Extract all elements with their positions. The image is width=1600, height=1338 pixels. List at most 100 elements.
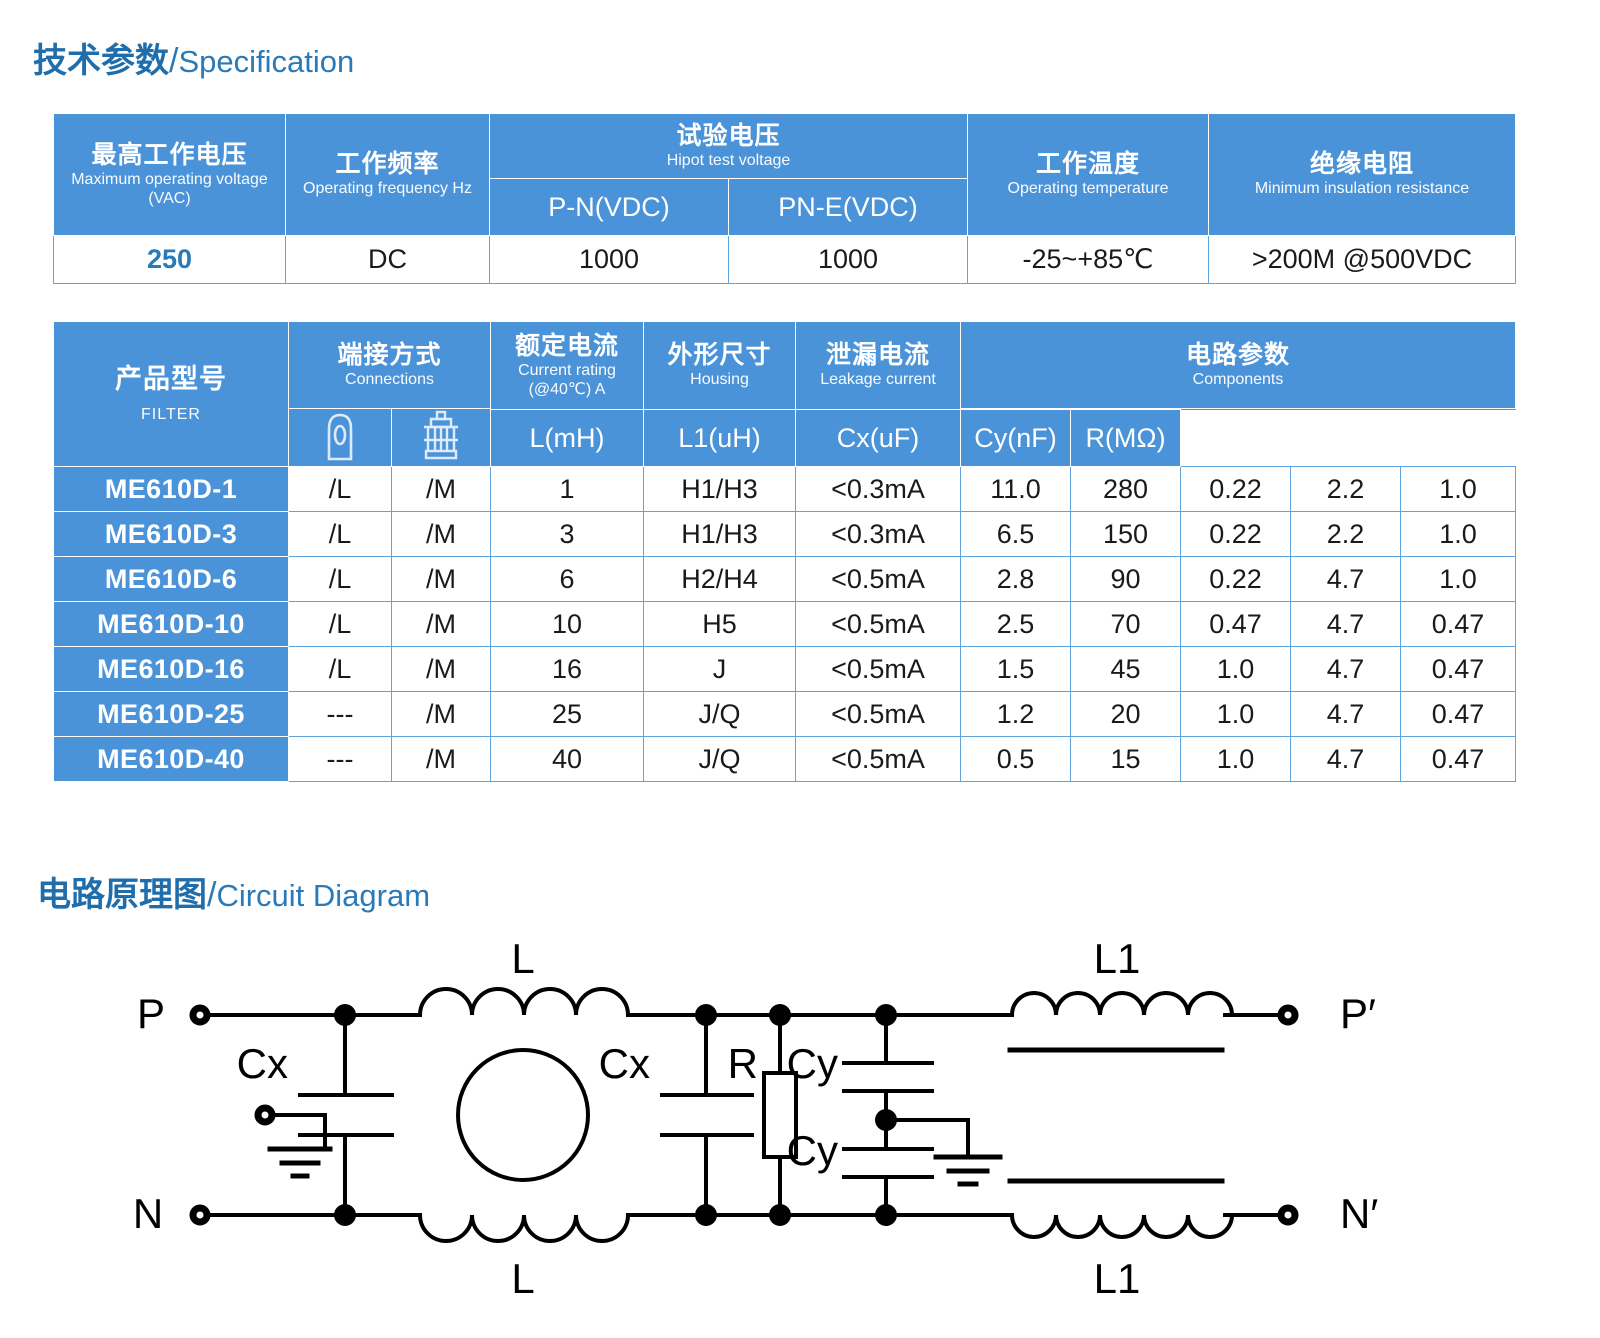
cell-current: 1	[490, 466, 645, 512]
cell-cy: 2.2	[1290, 511, 1402, 557]
table-row: ME610D-1/L/M 1 H1/H3 <0.3mA 11.0 280 0.22 2.2 1.…	[53, 466, 1517, 512]
cell-l: 1.5	[960, 646, 1072, 692]
resistor-body	[762, 1071, 798, 1159]
inductor-coil-l1-top	[1003, 991, 1235, 1017]
cell-conn2: /M	[390, 646, 492, 692]
label-inductor-bottom: L1	[1094, 1255, 1141, 1302]
label-choke-top: L	[511, 935, 534, 982]
circuit-title-separator: /	[207, 876, 217, 914]
cell-r: 1.0	[1400, 511, 1517, 557]
cell-l1: 15	[1070, 736, 1182, 782]
header-max-voltage-en: Maximum operating voltage (VAC)	[71, 170, 268, 207]
cell-conn1: ---	[288, 691, 392, 737]
value-hipot-pn: 1000	[489, 235, 729, 284]
header-cy: Cy(nF)	[960, 409, 1072, 467]
circuit-diagram: P N P′ N′ L L L1 L1 Cx Cx R Cy Cy	[133, 935, 1379, 1302]
spec-header-row-1: 最高工作电压 Maximum operating voltage (VAC) 工…	[53, 113, 1516, 236]
header-frequency-en: Operating frequency Hz	[303, 180, 472, 198]
cell-current: 6	[490, 556, 645, 602]
circuit-section-title: 电路原理图/Circuit Diagram	[37, 867, 430, 916]
cell-conn2: /M	[390, 691, 492, 737]
header-frequency: 工作频率 Operating frequency Hz	[285, 113, 490, 236]
cell-leakage: <0.5mA	[795, 646, 962, 692]
cell-cx: 0.22	[1180, 511, 1292, 557]
header-cx: Cx(uF)	[795, 409, 962, 467]
cell-l1: 280	[1070, 466, 1182, 512]
cell-model: ME610D-1	[53, 466, 289, 512]
cell-housing: H1/H3	[643, 466, 797, 512]
filter-table-body: ME610D-1/L/M 1 H1/H3 <0.3mA 11.0 280 0.22 2.2 1.…	[53, 466, 1517, 782]
cell-cx: 0.47	[1180, 601, 1292, 647]
cell-housing: J	[643, 646, 797, 692]
specification-section-title: 技术参数/Specification	[33, 33, 354, 82]
cell-l: 6.5	[960, 511, 1072, 557]
cell-r: 1.0	[1400, 466, 1517, 512]
cell-current: 25	[490, 691, 645, 737]
terminal-input-n	[189, 1204, 211, 1226]
header-leakage-en: Leakage current	[820, 371, 936, 389]
choke-coil-top	[343, 987, 702, 1017]
value-max-voltage: 250	[53, 235, 286, 284]
header-housing: 外形尺寸 Housing	[643, 321, 797, 410]
header-insulation: 绝缘电阻 Minimum insulation resistance	[1208, 113, 1516, 236]
cell-leakage: <0.3mA	[795, 511, 962, 557]
cell-model: ME610D-25	[53, 691, 289, 737]
value-frequency: DC	[285, 235, 490, 284]
header-current-cn: 额定电流	[515, 331, 620, 360]
node-dot	[875, 1109, 897, 1131]
cell-cx: 0.22	[1180, 556, 1292, 602]
header-components-cn: 电路参数	[1186, 340, 1291, 369]
cell-cy: 4.7	[1290, 691, 1402, 737]
cell-cy: 4.7	[1290, 601, 1402, 647]
cell-conn1: /L	[288, 601, 392, 647]
cell-leakage: <0.3mA	[795, 466, 962, 512]
cell-r: 0.47	[1400, 646, 1517, 692]
header-model: 产品型号 FILTER	[53, 321, 289, 467]
label-choke-bottom: L	[511, 1255, 534, 1302]
filter-header-row-3: L(mH) L1(uH) Cx(uF) Cy(nF) R(MΩ)	[54, 409, 1516, 467]
cell-conn2: /M	[390, 556, 492, 602]
label-output-n: N′	[1340, 1190, 1378, 1237]
label-inductor-top: L1	[1094, 935, 1141, 982]
cell-r: 0.47	[1400, 601, 1517, 647]
cell-model: ME610D-3	[53, 511, 289, 557]
header-hipot-en: Hipot test voltage	[666, 151, 791, 169]
table-row: ME610D-3/L/M 3 H1/H3 <0.3mA 6.5 150 0.22 2.2 1.0	[53, 511, 1517, 557]
cell-r: 0.47	[1400, 691, 1517, 737]
value-hipot-pne: 1000	[728, 235, 968, 284]
cell-current: 10	[490, 601, 645, 647]
header-components-en: Components	[1192, 370, 1284, 388]
cell-cy: 4.7	[1290, 556, 1402, 602]
table-row: ME610D-25 ---/M 25 J/Q <0.5mA 1.2 20 1.0 4.7 0.47	[53, 691, 1517, 737]
cell-l: 2.5	[960, 601, 1072, 647]
node-dot	[875, 1204, 897, 1226]
faston-terminal-icon	[289, 409, 391, 466]
header-hipot-pn-label: P-N(VDC)	[548, 191, 670, 222]
inductor-coil-l1-bottom	[1003, 1213, 1235, 1239]
node-dot	[875, 1004, 897, 1026]
terminal-output-n	[1277, 1204, 1299, 1226]
terminal-input-e	[254, 1104, 276, 1126]
header-connections-en: Connections	[345, 370, 434, 388]
value-temperature: -25~+85℃	[967, 235, 1209, 284]
header-temperature-cn: 工作温度	[1035, 150, 1140, 179]
header-conn-screw	[390, 408, 492, 467]
cell-conn1: /L	[288, 511, 392, 557]
cell-leakage: <0.5mA	[795, 736, 962, 782]
label-cx-input: Cx	[237, 1040, 288, 1087]
header-temperature: 工作温度 Operating temperature	[967, 113, 1209, 236]
filter-header-row-2	[54, 408, 1516, 467]
node-dot	[769, 1004, 791, 1026]
cell-housing: J/Q	[643, 691, 797, 737]
header-l1-label: L1(uH)	[678, 422, 761, 453]
cell-leakage: <0.5mA	[795, 691, 962, 737]
cell-l1: 90	[1070, 556, 1182, 602]
cell-l1: 45	[1070, 646, 1182, 692]
specification-table: 最高工作电压 Maximum operating voltage (VAC) 工…	[53, 113, 1516, 284]
cell-housing: H1/H3	[643, 511, 797, 557]
header-leakage-cn: 泄漏电流	[826, 341, 931, 370]
cell-cx: 1.0	[1180, 646, 1292, 692]
terminal-output-p	[1277, 1004, 1299, 1026]
label-cy-top: Cy	[787, 1040, 838, 1087]
header-hipot: 试验电压 Hipot test voltage	[489, 113, 968, 179]
